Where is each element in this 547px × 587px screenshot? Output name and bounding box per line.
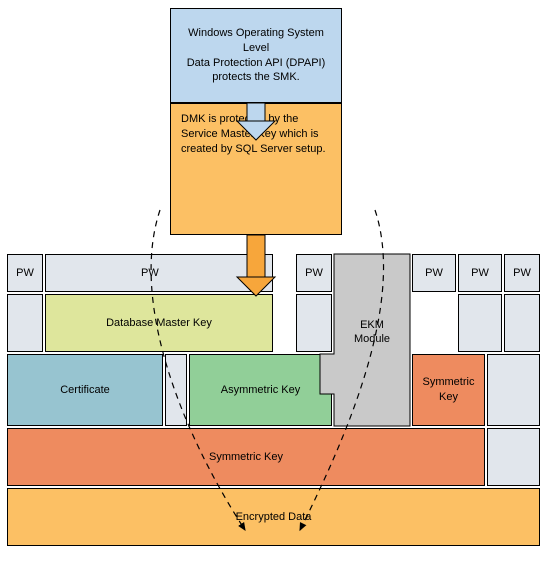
pale-mid-2 [296,294,332,352]
pw-box-5: PW [504,254,540,292]
encrypted-data-box: Encrypted Data [7,488,540,546]
pw-label: PW [305,266,323,281]
pale-mid-1 [7,294,43,352]
pale-mid-3 [458,294,502,352]
pale-sym-right [487,354,540,426]
pw-label: PW [513,266,531,281]
ekm-module-shape [320,254,410,426]
pw-label: PW [141,266,159,281]
dmk-protected-box: DMK is protected by the Service Master K… [170,103,342,235]
database-master-key-box: Database Master Key [45,294,273,352]
pw-box-1: PW [45,254,273,292]
pw-label: PW [425,266,443,281]
ekm-module-label: EKMModule [354,319,390,345]
symmetric-key-small-box: Symmetric Key [412,354,485,426]
pw-box-2: PW [296,254,332,292]
pale-cert-right [165,354,187,426]
symmetric-key-big-box: Symmetric Key [7,428,485,486]
pw-label: PW [16,266,34,281]
pw-label: PW [471,266,489,281]
certificate-box: Certificate [7,354,163,426]
asymmetric-key-box: Asymmetric Key [189,354,332,426]
pw-box-4: PW [458,254,502,292]
pale-big-right [487,428,540,486]
pw-box-0: PW [7,254,43,292]
pale-mid-4 [504,294,540,352]
pw-box-3: PW [412,254,456,292]
dpapi-box: Windows Operating System LevelData Prote… [170,8,342,103]
